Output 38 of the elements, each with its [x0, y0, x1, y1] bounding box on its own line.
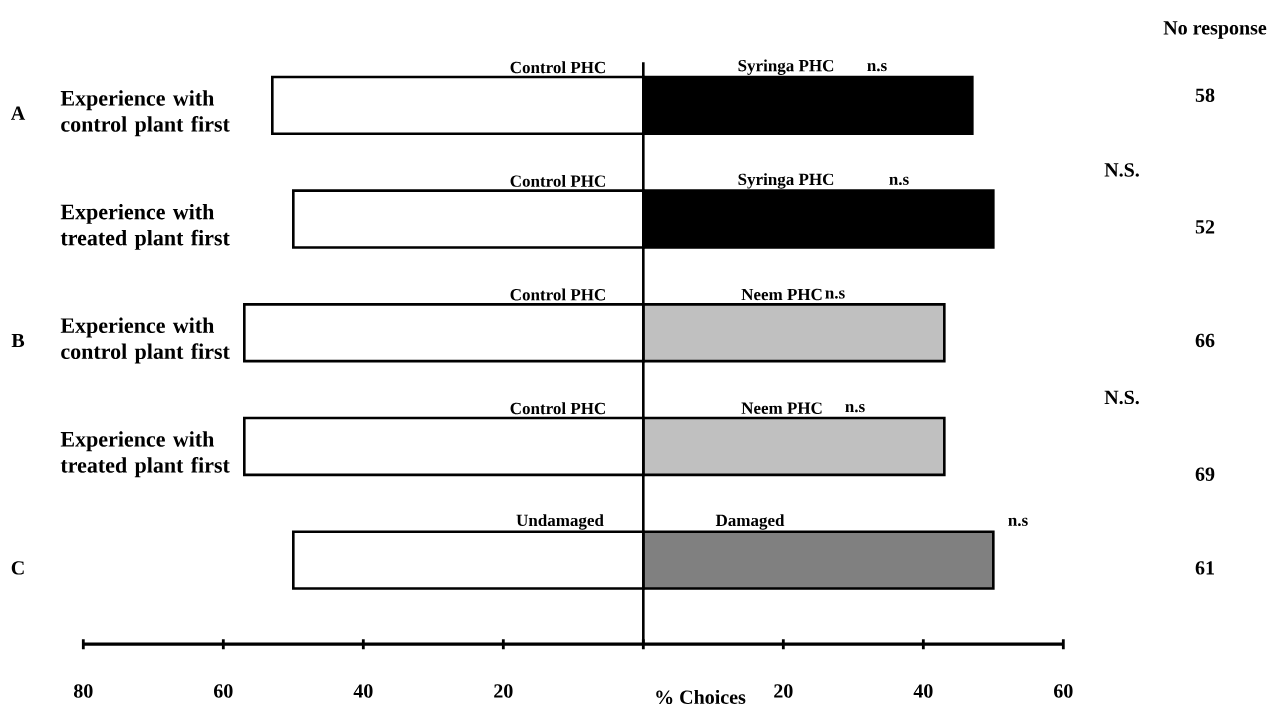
- annotation: Damaged: [715, 514, 785, 530]
- annotation: Syringa PHC: [738, 173, 834, 189]
- annotation: Control PHC: [510, 288, 605, 301]
- text: 69: [1195, 467, 1215, 481]
- x-tick-label: 60: [1054, 684, 1073, 698]
- text: No response: [1163, 21, 1267, 39]
- annotation: Control PHC: [510, 174, 605, 187]
- text: N.S.: [1104, 390, 1139, 405]
- annotation: n.s: [825, 290, 845, 299]
- text: C: [11, 561, 24, 575]
- annotation: Control PHC: [510, 61, 605, 74]
- text: N.S.: [1104, 163, 1139, 177]
- y-tick-label: Experience with treated plant first: [60, 431, 230, 478]
- x-axis-title: % Choices: [656, 689, 746, 705]
- x-tick-label: 20: [494, 684, 513, 698]
- y-tick-label: Experience with treated plant first: [60, 203, 230, 250]
- x-tick-label: 60: [214, 684, 233, 698]
- text: 61: [1195, 561, 1214, 575]
- text: 52: [1195, 220, 1215, 234]
- x-tick-label: 80: [73, 684, 93, 698]
- y-tick-label: Experience with control plant first: [60, 317, 230, 364]
- text: A: [10, 106, 26, 120]
- annotation: Control PHC: [510, 402, 605, 415]
- annotation: Undamaged: [516, 514, 604, 530]
- text: 66: [1195, 333, 1215, 348]
- x-tick-label: 40: [913, 684, 933, 698]
- annotation: n.s: [845, 404, 865, 413]
- annotation: Syringa PHC: [738, 59, 834, 75]
- annotation: Neem PHC: [741, 402, 822, 414]
- text: 58: [1195, 88, 1215, 102]
- x-tick-label: 40: [353, 684, 373, 698]
- annotation: n.s: [889, 176, 909, 186]
- annotation: n.s: [867, 63, 887, 72]
- x-tick-label: 20: [774, 684, 793, 698]
- text: B: [11, 333, 25, 348]
- annotation: n.s: [1008, 517, 1028, 527]
- annotation: Neem PHC: [741, 288, 822, 301]
- y-tick-label: Experience with control plant first: [60, 90, 230, 137]
